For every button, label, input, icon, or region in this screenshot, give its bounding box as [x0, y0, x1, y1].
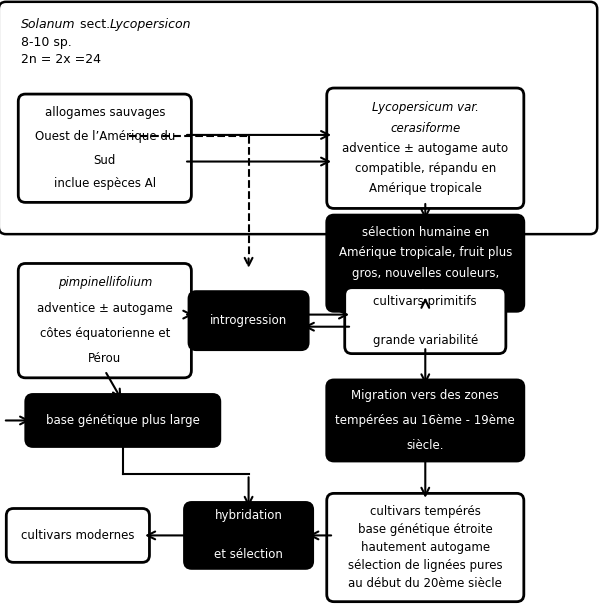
Text: base génétique plus large: base génétique plus large [46, 414, 199, 427]
Text: Sud: Sud [93, 154, 116, 166]
FancyBboxPatch shape [327, 88, 524, 208]
Text: Solanum: Solanum [21, 18, 75, 31]
Text: 2n = 2x =24: 2n = 2x =24 [21, 53, 101, 66]
Text: sélection humaine en: sélection humaine en [362, 226, 489, 238]
Text: Amérique tropicale, fruit plus: Amérique tropicale, fruit plus [338, 246, 512, 260]
Text: 8-10 sp.: 8-10 sp. [21, 36, 72, 49]
Text: sélection de lignées pures: sélection de lignées pures [348, 559, 503, 572]
Text: compatible, répandu en: compatible, répandu en [355, 162, 496, 175]
FancyBboxPatch shape [327, 380, 524, 461]
Text: Lycopersicon: Lycopersicon [110, 18, 191, 31]
Text: Pérou: Pérou [88, 352, 122, 365]
Text: Migration vers des zones: Migration vers des zones [352, 388, 499, 402]
FancyBboxPatch shape [189, 292, 308, 350]
Text: Amérique tropicale: Amérique tropicale [369, 182, 482, 195]
Text: hybridation: hybridation [214, 509, 283, 522]
Text: gros, nouvelles couleurs,: gros, nouvelles couleurs, [352, 267, 499, 280]
Text: tempérées au 16ème - 19ème: tempérées au 16ème - 19ème [335, 414, 515, 427]
Text: au début du 20ème siècle: au début du 20ème siècle [349, 577, 502, 590]
Text: cerasiforme: cerasiforme [390, 122, 461, 134]
Text: base génétique étroite: base génétique étroite [358, 523, 492, 536]
Text: côtes équatorienne et: côtes équatorienne et [40, 327, 170, 340]
FancyBboxPatch shape [18, 264, 192, 378]
Text: adventice ± autogame: adventice ± autogame [37, 301, 173, 315]
Text: grande variabilité: grande variabilité [373, 334, 478, 347]
Text: sect.: sect. [76, 18, 114, 31]
Text: inclue espèces Al: inclue espèces Al [54, 177, 156, 191]
Text: siècle.: siècle. [407, 439, 444, 453]
Text: cultivars tempérés: cultivars tempérés [370, 505, 481, 518]
Text: adventice ± autogame auto: adventice ± autogame auto [342, 142, 509, 155]
Text: Ouest de l’Amérique du: Ouest de l’Amérique du [35, 130, 175, 143]
FancyBboxPatch shape [327, 494, 524, 601]
FancyBboxPatch shape [7, 508, 150, 563]
Text: et sélection: et sélection [214, 549, 283, 561]
Text: pimpinellifolium: pimpinellifolium [58, 276, 152, 289]
FancyBboxPatch shape [0, 2, 597, 234]
Text: etc.: etc. [415, 288, 436, 301]
FancyBboxPatch shape [184, 502, 313, 569]
Text: allogames sauvages: allogames sauvages [44, 106, 165, 119]
FancyBboxPatch shape [18, 94, 192, 202]
Text: hautement autogame: hautement autogame [361, 541, 490, 554]
FancyBboxPatch shape [26, 394, 220, 446]
Text: introgression: introgression [210, 314, 287, 327]
Text: cultivars modernes: cultivars modernes [21, 529, 135, 542]
Text: Lycopersicum var.: Lycopersicum var. [372, 102, 479, 114]
FancyBboxPatch shape [344, 288, 506, 353]
FancyBboxPatch shape [327, 215, 524, 312]
Text: cultivars primitifs: cultivars primitifs [374, 295, 477, 307]
